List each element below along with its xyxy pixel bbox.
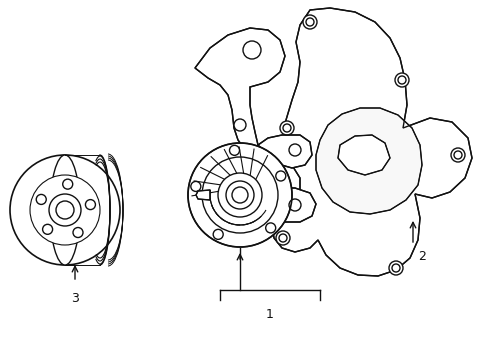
Polygon shape xyxy=(337,135,389,175)
Circle shape xyxy=(234,119,245,131)
Polygon shape xyxy=(258,135,311,168)
Circle shape xyxy=(283,124,290,132)
Circle shape xyxy=(30,175,100,245)
Text: 2: 2 xyxy=(417,250,425,263)
Circle shape xyxy=(42,224,53,234)
Circle shape xyxy=(303,15,316,29)
Circle shape xyxy=(394,73,408,87)
Circle shape xyxy=(213,229,223,239)
Circle shape xyxy=(85,199,95,210)
Polygon shape xyxy=(258,188,315,222)
Circle shape xyxy=(450,148,464,162)
Polygon shape xyxy=(315,108,421,214)
Circle shape xyxy=(391,264,399,272)
Circle shape xyxy=(265,223,275,233)
Circle shape xyxy=(187,143,291,247)
Circle shape xyxy=(190,181,201,192)
Circle shape xyxy=(10,155,120,265)
Polygon shape xyxy=(271,8,471,276)
Text: 1: 1 xyxy=(265,308,273,321)
Circle shape xyxy=(275,231,289,245)
Circle shape xyxy=(288,144,301,156)
Circle shape xyxy=(305,18,313,26)
Circle shape xyxy=(397,76,405,84)
Circle shape xyxy=(243,41,261,59)
Circle shape xyxy=(280,121,293,135)
Circle shape xyxy=(231,187,247,203)
Circle shape xyxy=(73,228,83,238)
Circle shape xyxy=(388,261,402,275)
Text: 3: 3 xyxy=(71,292,79,305)
Circle shape xyxy=(279,234,286,242)
Ellipse shape xyxy=(50,155,80,265)
Circle shape xyxy=(453,151,461,159)
Circle shape xyxy=(36,194,46,204)
Polygon shape xyxy=(195,28,285,150)
Circle shape xyxy=(62,179,73,189)
Circle shape xyxy=(49,194,81,226)
Circle shape xyxy=(288,199,301,211)
Polygon shape xyxy=(196,190,209,200)
Circle shape xyxy=(225,181,253,209)
Circle shape xyxy=(218,173,262,217)
Circle shape xyxy=(229,145,239,155)
Circle shape xyxy=(56,201,74,219)
Circle shape xyxy=(275,171,285,181)
Circle shape xyxy=(202,157,278,233)
